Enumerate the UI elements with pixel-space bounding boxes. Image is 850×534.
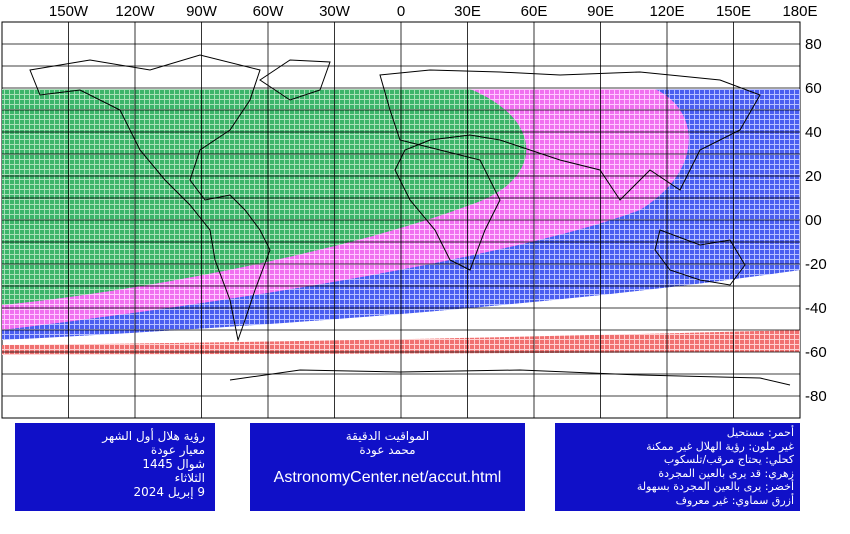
longitude-label: 120E [649, 3, 684, 20]
map: 150W 120W 90W 60W 30W 0 30E 60E 90E 120E 150E 180E 8… [1, 3, 827, 419]
easy-zone [2, 89, 527, 305]
latitude-label: -20 [805, 256, 827, 273]
box-line: أحمر: مستحيل [726, 426, 794, 439]
title-box: رؤية هلال أول الشهر معيار عودة شوال 1445 ال… [15, 423, 215, 511]
box-line: محمد عودة [359, 443, 416, 457]
latitude-label: 00 [805, 212, 822, 229]
legend-box: أحمر: مستحيل غير ملون: رؤية الهلال غير مم… [555, 423, 800, 511]
longitude-label: 90W [186, 3, 218, 20]
longitude-label: 60E [521, 3, 548, 20]
latitude-label: -40 [805, 300, 827, 317]
longitude-label: 150E [716, 3, 751, 20]
box-line: أخضر: يرى بالعين المجردة بسهولة [636, 480, 794, 493]
box-line: 9 إبريل 2024 [133, 485, 205, 499]
box-line: كحلي: يحتاج مرقب/تلسكوب [663, 453, 794, 466]
longitude-label: 30W [319, 3, 351, 20]
box-line: الثلاثاء [174, 471, 205, 485]
longitude-label: 30E [454, 3, 481, 20]
box-line: زهري: قد يرى بالعين المجردة [658, 466, 794, 480]
latitude-label: 20 [805, 168, 822, 185]
longitude-label: 150W [49, 3, 89, 20]
longitude-label: 60W [253, 3, 285, 20]
longitude-label: 90E [587, 3, 614, 20]
latitude-label: -60 [805, 344, 827, 361]
box-line: معيار عودة [150, 443, 205, 457]
box-line: أزرق سماوي: غير معروف [675, 493, 794, 507]
graticule [2, 22, 800, 418]
longitude-label: 120W [115, 3, 155, 20]
box-line: المواقيت الدقيقة [345, 429, 430, 443]
latitude-label: 40 [805, 124, 822, 141]
longitude-label: 0 [397, 3, 405, 20]
box-line: غير ملون: رؤية الهلال غير ممكنة [646, 439, 794, 453]
latitude-label: 80 [805, 36, 822, 53]
latitude-label: -80 [805, 388, 827, 405]
box-line: رؤية هلال أول الشهر [102, 429, 205, 443]
longitude-label: 180E [782, 3, 817, 20]
box-line: AstronomyCenter.net/accut.html [273, 469, 502, 486]
coastlines [29, 54, 791, 386]
box-line: شوال 1445 [142, 457, 205, 471]
credit-box: المواقيت الدقيقة محمد عودة AstronomyCenter… [250, 423, 525, 511]
latitude-label: 60 [805, 80, 822, 97]
axis-labels: 150W 120W 90W 60W 30W 0 30E 60E 90E 120E 150E 180E 8… [49, 3, 827, 405]
